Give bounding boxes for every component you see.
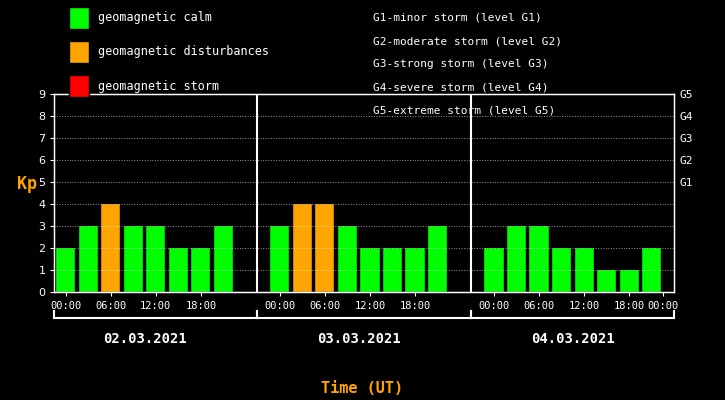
Bar	[383, 248, 402, 292]
Bar	[597, 270, 616, 292]
Bar	[102, 204, 120, 292]
Bar	[620, 270, 639, 292]
Bar	[574, 248, 594, 292]
Text: G2-moderate storm (level G2): G2-moderate storm (level G2)	[373, 36, 563, 46]
Bar	[642, 248, 661, 292]
Text: G1-minor storm (level G1): G1-minor storm (level G1)	[373, 13, 542, 23]
Bar	[293, 204, 312, 292]
Text: geomagnetic storm: geomagnetic storm	[98, 80, 219, 92]
Bar	[529, 226, 549, 292]
Text: 02.03.2021: 02.03.2021	[103, 332, 186, 346]
Text: geomagnetic calm: geomagnetic calm	[98, 12, 212, 24]
Bar	[146, 226, 165, 292]
Bar	[78, 226, 98, 292]
Bar	[338, 226, 357, 292]
Bar	[124, 226, 143, 292]
Text: G4-severe storm (level G4): G4-severe storm (level G4)	[373, 83, 549, 93]
Bar	[552, 248, 571, 292]
Bar	[428, 226, 447, 292]
Bar	[405, 248, 425, 292]
Bar	[507, 226, 526, 292]
Text: G5-extreme storm (level G5): G5-extreme storm (level G5)	[373, 106, 555, 116]
Text: 04.03.2021: 04.03.2021	[531, 332, 615, 346]
Text: 03.03.2021: 03.03.2021	[317, 332, 400, 346]
Bar	[270, 226, 289, 292]
Bar	[315, 204, 334, 292]
Text: Time (UT): Time (UT)	[321, 381, 404, 396]
Bar	[169, 248, 188, 292]
Bar	[56, 248, 75, 292]
Y-axis label: Kp: Kp	[17, 175, 37, 193]
Text: geomagnetic disturbances: geomagnetic disturbances	[98, 46, 269, 58]
Bar	[214, 226, 233, 292]
Bar	[191, 248, 210, 292]
Text: G3-strong storm (level G3): G3-strong storm (level G3)	[373, 60, 549, 70]
Bar	[484, 248, 503, 292]
Bar	[360, 248, 379, 292]
